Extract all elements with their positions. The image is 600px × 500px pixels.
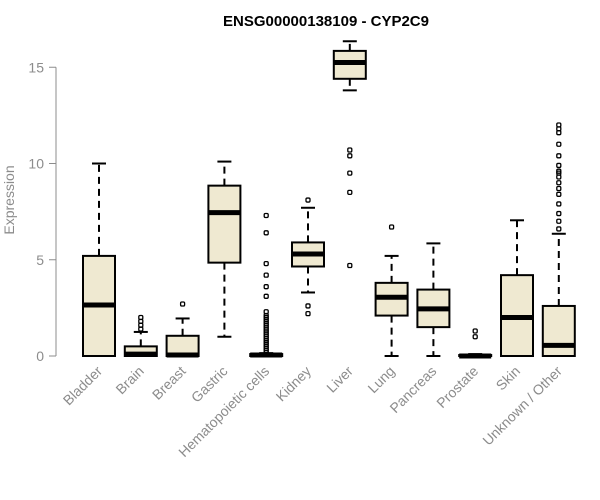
box-lung [374, 224, 409, 357]
box-unknown-other [541, 122, 576, 358]
chart-title: ENSG00000138109 - CYP2C9 [223, 13, 429, 30]
outlier-point [347, 147, 353, 153]
outlier-point [305, 310, 311, 317]
x-tick-label: Liver [323, 363, 356, 396]
box-prostate [458, 328, 493, 359]
y-tick-label: 15 [28, 59, 44, 75]
outlier-point [305, 197, 311, 203]
x-tick-label: Kidney [273, 363, 315, 405]
outlier-point [556, 210, 562, 217]
outlier-point [556, 191, 562, 197]
outlier-point [263, 284, 269, 290]
box-hematopoietic-cells [249, 212, 284, 358]
y-axis-label: Expression [1, 165, 17, 234]
x-tick-label: Prostate [433, 363, 481, 411]
outlier-point [556, 122, 562, 128]
outlier-point [556, 226, 562, 232]
x-tick-label: Bladder [60, 363, 106, 409]
y-axis: 0 5 10 15 [28, 59, 57, 364]
y-tick-label: 5 [36, 252, 44, 268]
outlier-point [263, 260, 269, 267]
box-pancreas [416, 242, 451, 357]
box-breast [165, 301, 200, 358]
outlier-point [556, 162, 562, 169]
outlier-point [347, 189, 353, 196]
outlier-point [556, 218, 562, 224]
outlier-point [305, 303, 311, 309]
outlier-point [556, 141, 562, 147]
outlier-point [472, 328, 478, 334]
iqr-box [541, 304, 576, 358]
outlier-point [388, 224, 395, 230]
outlier-point [347, 170, 353, 176]
outlier-point [347, 153, 353, 159]
outlier-point [556, 180, 562, 186]
outlier-point [263, 293, 269, 299]
outlier-point [263, 272, 269, 278]
x-tick-label: Brain [112, 363, 146, 397]
outlier-point [556, 201, 562, 207]
box-kidney [291, 197, 325, 317]
x-tick-label: Lung [364, 363, 397, 396]
x-tick-label: Skin [493, 363, 524, 394]
box-brain [123, 314, 158, 357]
outlier-point [472, 334, 478, 340]
box-liver [332, 40, 367, 269]
y-tick-label: 0 [36, 348, 44, 364]
outlier-point [556, 168, 562, 174]
outlier-point [556, 185, 562, 192]
outlier-point [179, 301, 186, 307]
iqr-box [207, 184, 242, 264]
outlier-point [263, 212, 269, 219]
outlier-point [263, 309, 269, 315]
y-tick-label: 10 [28, 156, 44, 172]
outlier-point [138, 314, 144, 321]
outlier-point [347, 262, 353, 269]
x-tick-label: Unknown / Other [479, 363, 565, 449]
outlier-point [263, 230, 269, 236]
outlier-point [556, 153, 562, 159]
x-tick-label: Breast [149, 363, 189, 403]
box-skin [500, 219, 534, 357]
box-gastric [207, 160, 242, 338]
boxes-group [82, 40, 576, 359]
box-bladder [82, 162, 116, 357]
